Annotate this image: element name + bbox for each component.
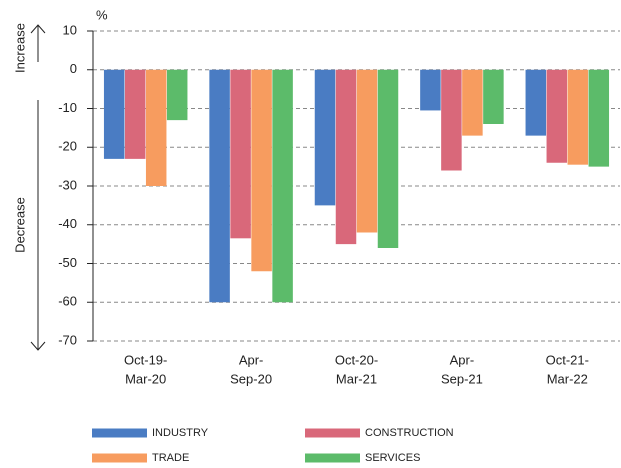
bar [230,69,251,239]
x-tick-label: Mar-21 [336,371,377,386]
x-tick-label: Mar-22 [547,371,588,386]
legend-swatch [92,428,147,438]
y-tick-label: -30 [58,177,77,192]
bar [166,69,188,121]
y-tick-label: -70 [58,332,77,347]
legend-label: CONSTRUCTION [365,427,454,439]
bar [356,69,378,233]
bar [567,69,589,165]
bar [124,69,146,159]
x-tick-label: Oct-19- [124,352,167,367]
legend-swatch [92,453,147,463]
bar [209,69,230,303]
x-tick-label: Apr- [450,352,475,367]
bar [377,69,399,248]
direction-arrows [30,24,46,351]
x-tick-label: Sep-21 [441,371,483,386]
bar [462,69,483,136]
y-tick-label: -40 [58,216,77,231]
y-tick-label: -60 [58,294,77,309]
x-tick-label: Apr- [239,352,264,367]
bar [588,69,610,167]
bar [420,69,441,111]
y-tick-label: -50 [58,255,77,270]
bar [251,69,272,272]
legend-swatch [305,453,360,463]
y-unit: % [96,7,108,22]
bar [335,69,357,245]
decrease-label: Decrease [12,197,27,253]
x-tick-label: Oct-20- [335,352,378,367]
bar [145,69,167,186]
legend-swatch [305,428,360,438]
bar [314,69,336,206]
x-tick-label: Oct-21- [546,352,589,367]
legend-label: INDUSTRY [152,427,209,439]
x-tick-label: Mar-20 [125,371,166,386]
increase-label: Increase [12,23,27,73]
y-tick-label: 10 [63,22,77,37]
bar [483,69,504,124]
y-tick-label: -10 [58,100,77,115]
bar [546,69,568,163]
bar [441,69,462,171]
bar [525,69,547,136]
y-tick-label: 0 [70,61,77,76]
x-tick-label: Sep-20 [230,371,272,386]
bar [103,69,125,159]
y-tick-label: -20 [58,139,77,154]
legend-label: TRADE [152,452,189,464]
legend-label: SERVICES [365,452,420,464]
bar [272,69,293,303]
